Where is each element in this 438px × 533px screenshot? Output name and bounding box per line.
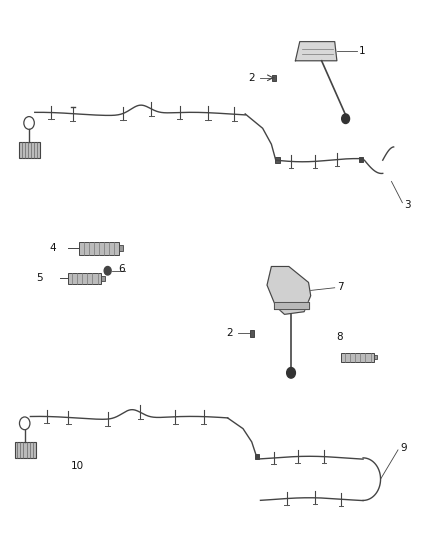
Bar: [14, 442, 35, 458]
Bar: [19, 142, 39, 158]
Circle shape: [287, 368, 295, 378]
Bar: [68, 273, 101, 284]
Text: 1: 1: [359, 46, 365, 56]
Bar: [275, 157, 280, 164]
Text: 10: 10: [71, 461, 84, 471]
Polygon shape: [295, 42, 337, 61]
Polygon shape: [267, 266, 311, 314]
Bar: [101, 276, 105, 281]
Circle shape: [104, 266, 111, 275]
Circle shape: [342, 114, 350, 124]
Bar: [359, 157, 363, 162]
Polygon shape: [274, 302, 308, 309]
Text: 9: 9: [400, 443, 407, 453]
Text: 6: 6: [119, 264, 125, 274]
Text: 8: 8: [336, 332, 343, 342]
Bar: [341, 353, 374, 362]
Bar: [119, 245, 123, 251]
Text: 2: 2: [226, 328, 233, 338]
Text: 5: 5: [37, 273, 43, 283]
Text: 7: 7: [337, 282, 343, 292]
Bar: [374, 355, 378, 359]
Bar: [255, 454, 259, 459]
Bar: [272, 75, 276, 82]
Text: 3: 3: [405, 200, 411, 211]
Text: 2: 2: [248, 73, 255, 83]
Text: 4: 4: [50, 243, 57, 253]
Bar: [79, 242, 119, 255]
Bar: [250, 330, 254, 337]
